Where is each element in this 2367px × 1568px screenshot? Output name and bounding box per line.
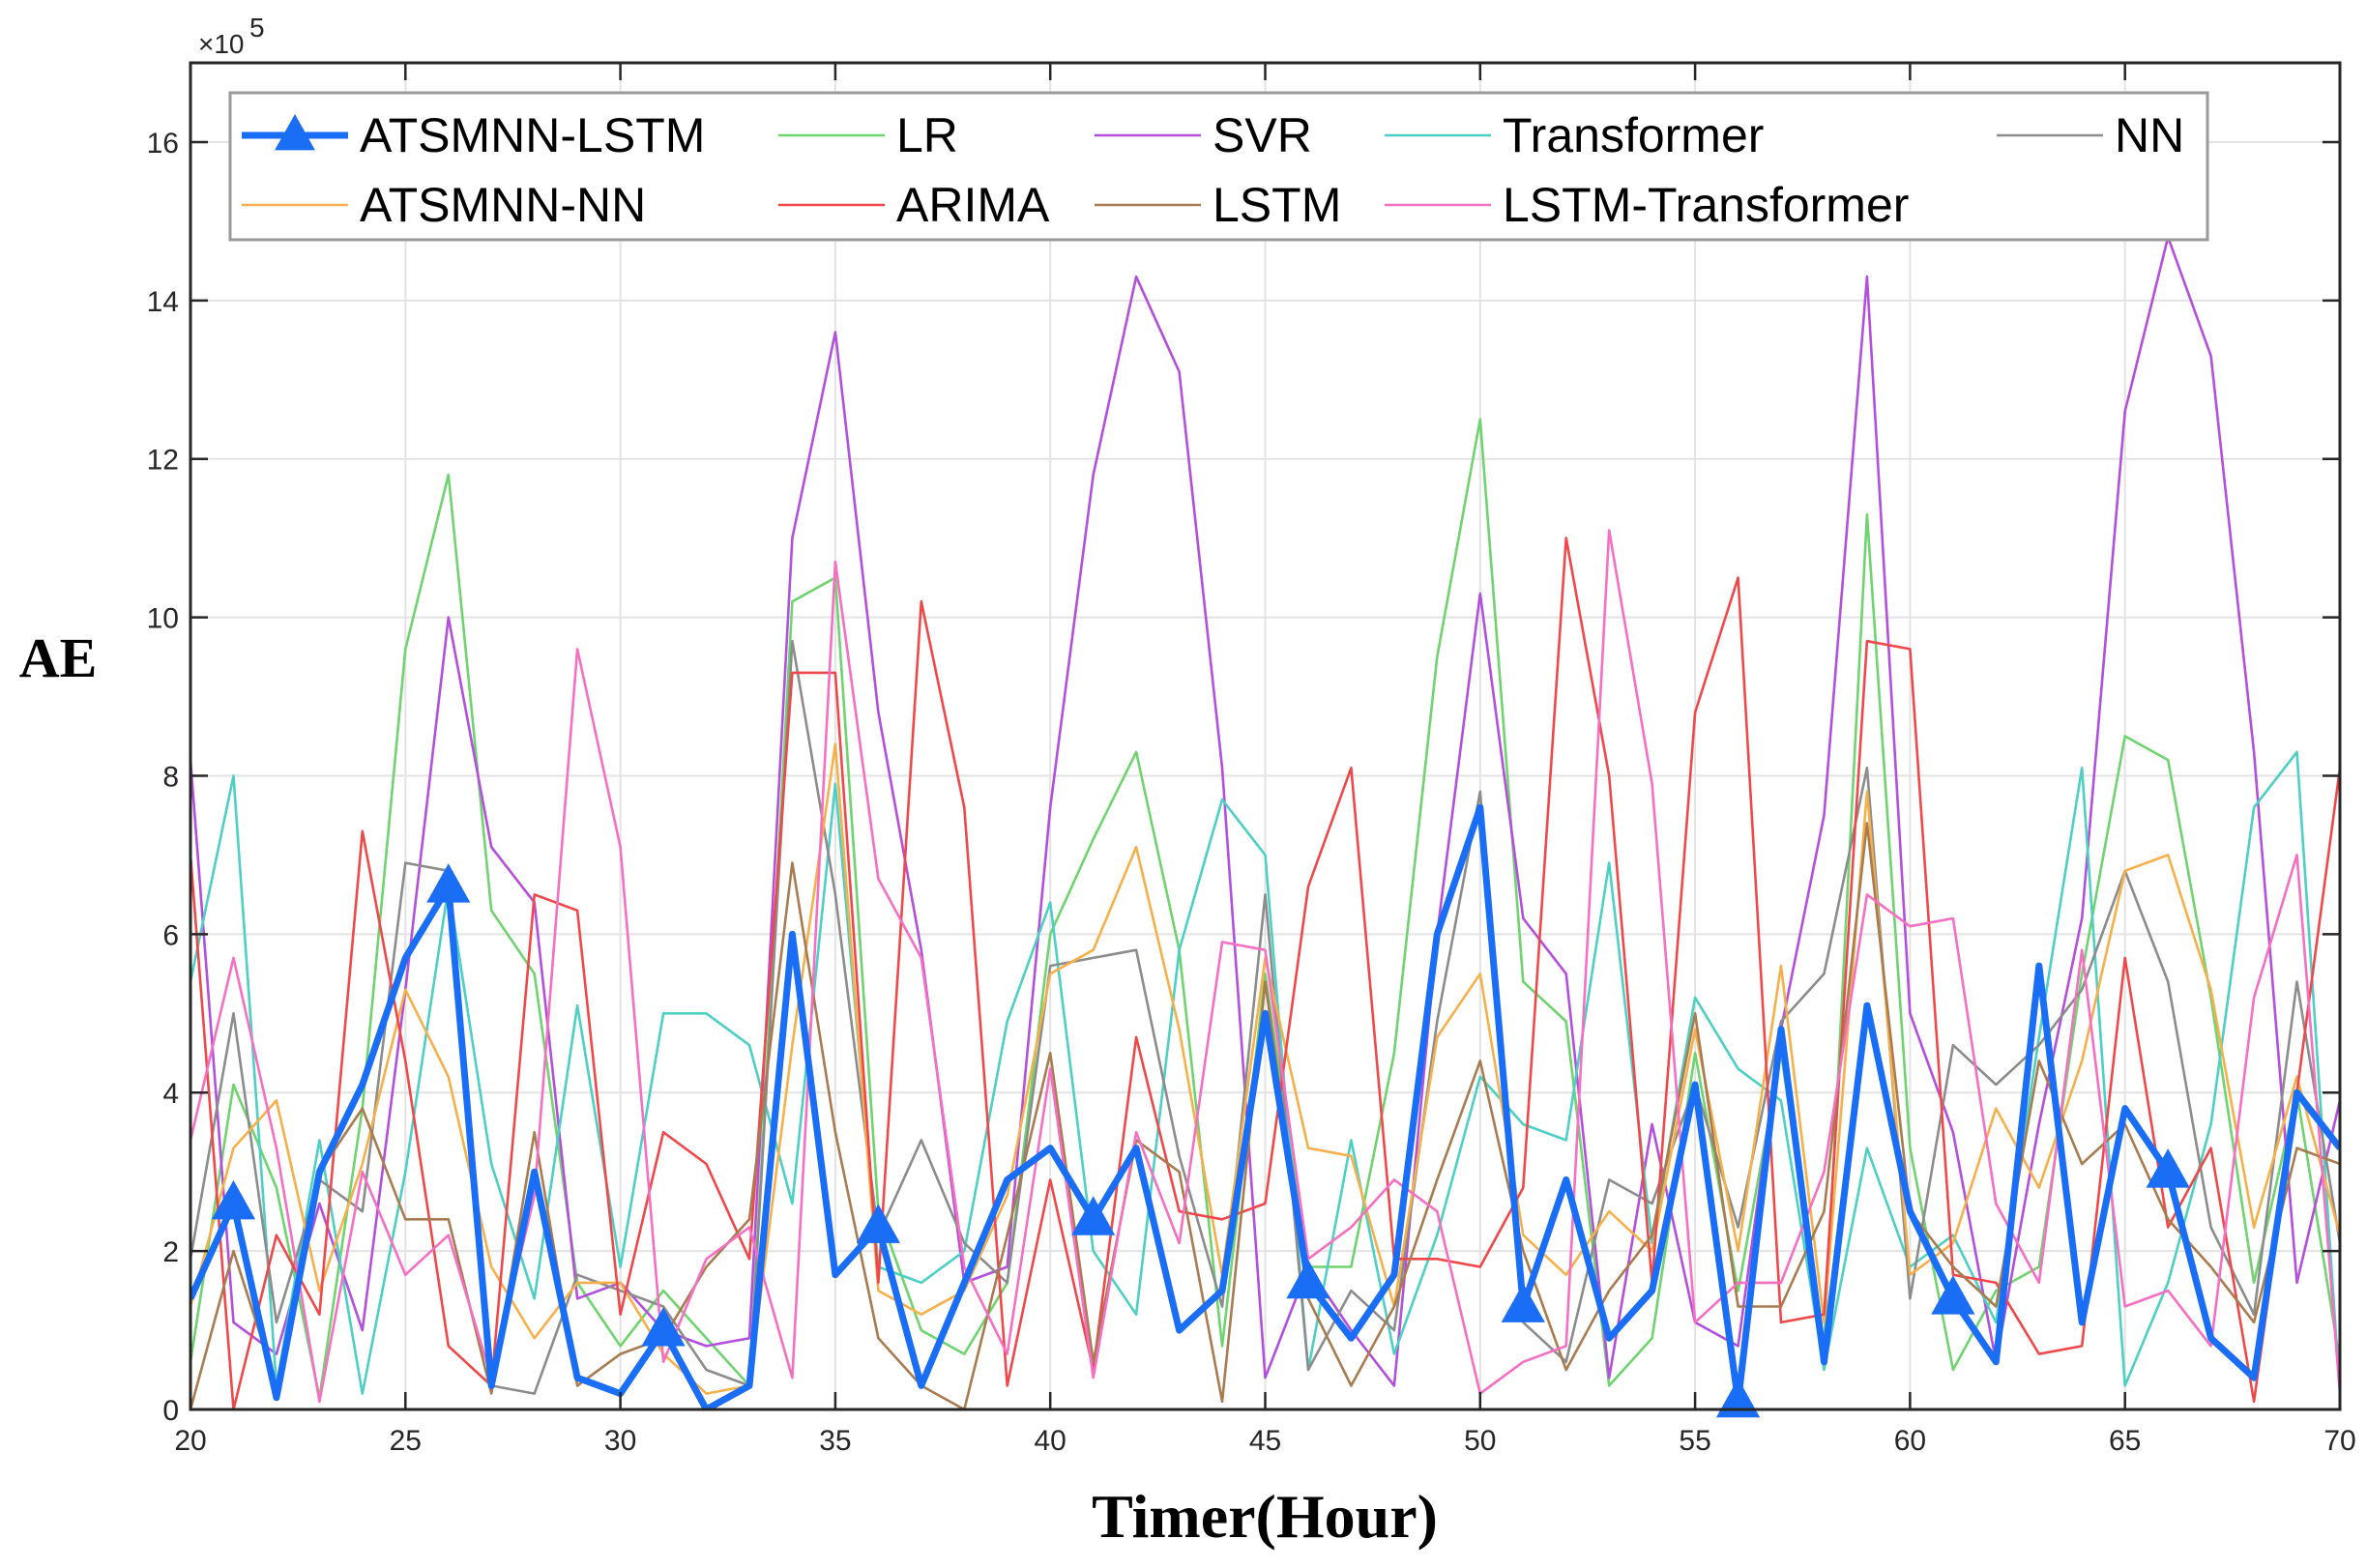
- data-point-atsmnn-lstm: [426, 863, 471, 903]
- series-line-lr: [190, 418, 2340, 1399]
- series-line-svr: [190, 236, 2340, 1387]
- x-axis-label: Timer(Hour): [1092, 1482, 1438, 1551]
- legend-label-transformer: Transformer: [1503, 108, 1764, 162]
- series-line-arima: [190, 537, 2340, 1409]
- x-tick-label: 65: [2109, 1425, 2141, 1457]
- x-tick-label: 40: [1035, 1425, 1067, 1457]
- data-point-atsmnn-lstm: [211, 1179, 256, 1220]
- legend-label-lstm: LSTM: [1213, 178, 1341, 232]
- y-tick-label: 14: [147, 286, 179, 318]
- series-line-lstm-transformer: [190, 529, 2340, 1404]
- y-tick-label: 4: [162, 1078, 179, 1110]
- y-tick-label: 16: [147, 128, 179, 160]
- y-tick-label: 10: [147, 603, 179, 635]
- y-exponent: 5: [249, 13, 265, 43]
- series-line-lstm: [190, 822, 2340, 1409]
- series-line-nn: [190, 639, 2340, 1395]
- legend-label-lr: LR: [896, 108, 958, 162]
- legend-label-svr: SVR: [1213, 108, 1312, 162]
- x-tick-label: 30: [604, 1425, 636, 1457]
- y-tick-label: 12: [147, 445, 179, 477]
- data-point-atsmnn-lstm: [1501, 1283, 1545, 1322]
- data-point-atsmnn-lstm: [1931, 1275, 1975, 1315]
- y-tick-label: 8: [162, 761, 179, 793]
- series-layer: [190, 236, 2340, 1418]
- data-point-atsmnn-lstm: [856, 1204, 900, 1243]
- data-point-atsmnn-lstm: [1286, 1259, 1330, 1299]
- x-tick-label: 25: [390, 1425, 422, 1457]
- x-tick-label: 45: [1249, 1425, 1281, 1457]
- x-tick-label: 20: [174, 1425, 206, 1457]
- y-axis-label: AE: [19, 626, 98, 689]
- y-tick-label: 6: [162, 919, 179, 951]
- x-tick-label: 60: [1894, 1425, 1926, 1457]
- y-tick-label: 2: [162, 1236, 179, 1268]
- legend-box: [228, 91, 2209, 242]
- series-line-atsmnn-lstm: [190, 803, 2340, 1409]
- x-tick-label: 50: [1464, 1425, 1496, 1457]
- legend-label-atsmnn-nn: ATSMNN-NN: [360, 178, 646, 232]
- data-point-atsmnn-lstm: [2146, 1148, 2190, 1188]
- legend-label-nn: NN: [2115, 108, 2184, 162]
- legend-label-arima: ARIMA: [896, 178, 1050, 232]
- axis-ticks: 20 25 30 35 40 45 50 55 60 65 70 0 2 4 6 8 10 12 14 16: [147, 63, 2356, 1457]
- x-tick-label: 55: [1679, 1425, 1710, 1457]
- legend-marker-atsmnn-lstm: [275, 114, 315, 151]
- y-tick-label: 0: [162, 1395, 179, 1427]
- legend-label-lstm-transformer: LSTM-Transformer: [1503, 178, 1909, 232]
- data-point-atsmnn-lstm: [1071, 1196, 1116, 1235]
- legend-label-atsmnn-lstm: ATSMNN-LSTM: [360, 108, 705, 162]
- data-point-atsmnn-lstm: [641, 1307, 686, 1347]
- y-exponent-base: ×10: [198, 29, 245, 59]
- x-tick-label: 70: [2323, 1425, 2355, 1457]
- data-point-atsmnn-lstm: [1715, 1378, 1761, 1418]
- x-tick-label: 35: [819, 1425, 851, 1457]
- legend: ATSMNN-LSTM LR SVR Transformer NN ATSMNN-NN AR…: [228, 91, 2209, 242]
